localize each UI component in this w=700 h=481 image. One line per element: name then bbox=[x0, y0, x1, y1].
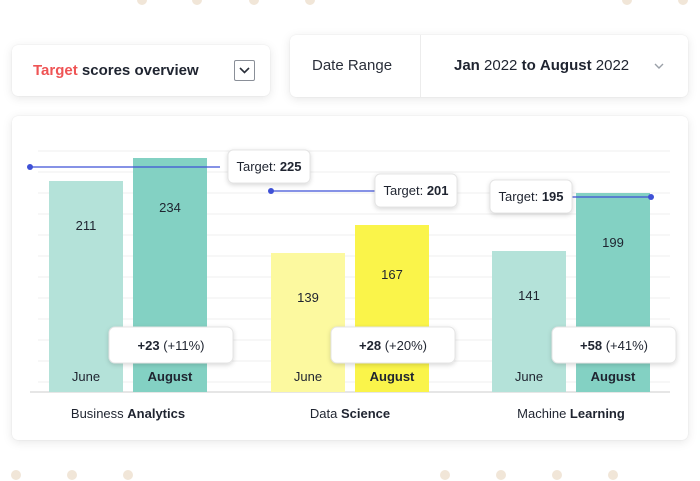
target-prefix: Target: bbox=[383, 183, 426, 198]
page-title: Target scores overview bbox=[33, 62, 199, 79]
change-label: +28 (+20%) bbox=[359, 338, 427, 353]
decorative-dot bbox=[622, 0, 632, 5]
target-value: 195 bbox=[542, 189, 564, 204]
target-label: Target: 201 bbox=[383, 183, 448, 198]
change-percent: (+11%) bbox=[163, 338, 204, 353]
category-name-bold: Analytics bbox=[127, 406, 185, 421]
chart-select-dropdown-button[interactable] bbox=[234, 60, 255, 81]
chart-card: 211 234 June August Target: 225 +23 (+11%) Bus… bbox=[12, 116, 688, 440]
data-label-june: 139 bbox=[297, 290, 319, 305]
data-label-june: 141 bbox=[518, 288, 540, 303]
date-from-year: 2022 bbox=[484, 57, 518, 74]
bar-label-august: August bbox=[591, 369, 636, 384]
date-connector: to bbox=[521, 57, 536, 74]
target-callout bbox=[489, 179, 573, 214]
target-prefix: Target: bbox=[236, 159, 279, 174]
category-name: Business bbox=[71, 406, 127, 421]
data-label-august: 167 bbox=[381, 267, 403, 282]
date-range-value[interactable]: Jan 2022 to August 2022 bbox=[454, 57, 629, 74]
change-label: +23 (+11%) bbox=[138, 338, 205, 353]
target-label: Target: 225 bbox=[236, 159, 301, 174]
decorative-dot bbox=[249, 0, 259, 5]
bar-chart: 211 234 June August Target: 225 +23 (+11%) Bus… bbox=[27, 149, 677, 421]
date-range-label: Date Range bbox=[312, 57, 393, 74]
target-marker bbox=[27, 164, 33, 170]
date-to: August bbox=[539, 57, 592, 74]
category-label: Business Analytics bbox=[71, 406, 185, 421]
change-absolute: +28 bbox=[359, 338, 381, 353]
decorative-dot bbox=[496, 470, 506, 480]
category-name: Data bbox=[310, 406, 341, 421]
decorative-dot bbox=[305, 0, 315, 5]
category-name-bold: Science bbox=[341, 406, 390, 421]
chevron-down-icon bbox=[239, 67, 250, 74]
target-label: Target: 195 bbox=[498, 189, 563, 204]
category-label: Data Science bbox=[310, 406, 390, 421]
change-badge bbox=[330, 326, 456, 364]
change-absolute: +23 bbox=[138, 338, 160, 353]
title-accent: Target bbox=[33, 62, 78, 79]
bar-june bbox=[492, 251, 566, 392]
title-text: scores overview bbox=[77, 62, 199, 79]
bar-label-june: June bbox=[515, 369, 543, 384]
data-label-june: 211 bbox=[76, 218, 97, 233]
change-percent: (+41%) bbox=[606, 338, 648, 353]
bar-august bbox=[355, 225, 429, 392]
decorative-dot bbox=[552, 470, 562, 480]
change-badge bbox=[108, 326, 234, 364]
change-badge bbox=[551, 326, 677, 364]
change-percent: (+20%) bbox=[385, 338, 427, 353]
decorative-dot bbox=[440, 470, 450, 480]
bar-label-august: August bbox=[370, 369, 415, 384]
decorative-dot bbox=[192, 0, 202, 5]
target-value: 225 bbox=[280, 159, 302, 174]
change-label: +58 (+41%) bbox=[580, 338, 648, 353]
bar-label-august: August bbox=[148, 369, 193, 384]
decorative-dot bbox=[137, 0, 147, 5]
date-range-card[interactable]: Date Range Jan 2022 to August 2022 bbox=[290, 35, 688, 97]
decorative-dot bbox=[608, 470, 618, 480]
decorative-dot bbox=[11, 470, 21, 480]
target-marker bbox=[648, 194, 654, 200]
target-value: 201 bbox=[427, 183, 449, 198]
target-callout bbox=[227, 149, 311, 184]
chevron-down-icon[interactable] bbox=[652, 59, 666, 73]
change-absolute: +58 bbox=[580, 338, 602, 353]
category-name-bold: Learning bbox=[570, 406, 625, 421]
target-marker bbox=[268, 188, 274, 194]
divider bbox=[420, 35, 421, 97]
data-label-august: 234 bbox=[159, 200, 181, 215]
decorative-dot bbox=[67, 470, 77, 480]
title-card: Target scores overview bbox=[12, 45, 270, 96]
category-name: Machine bbox=[517, 406, 570, 421]
target-prefix: Target: bbox=[498, 189, 541, 204]
decorative-dot bbox=[678, 0, 688, 5]
bar-label-june: June bbox=[294, 369, 322, 384]
date-from: Jan bbox=[454, 57, 480, 74]
date-to-year: 2022 bbox=[595, 57, 630, 74]
bar-june bbox=[271, 253, 345, 392]
bar-label-june: June bbox=[72, 369, 100, 384]
category-label: Machine Learning bbox=[517, 406, 625, 421]
data-label-august: 199 bbox=[602, 235, 624, 250]
target-callout bbox=[374, 173, 458, 208]
decorative-dot bbox=[123, 470, 133, 480]
